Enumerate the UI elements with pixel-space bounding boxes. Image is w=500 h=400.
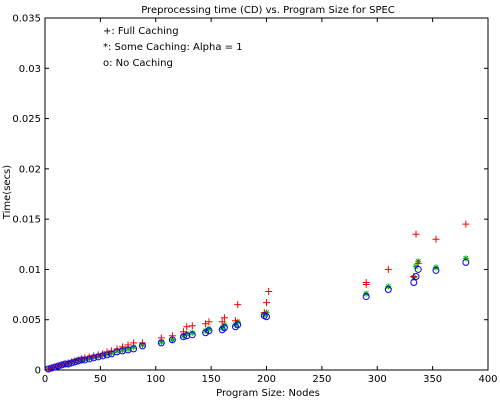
data-point-star [189,329,196,336]
data-point-star [413,263,420,270]
data-point-star [205,325,212,332]
x-tick-label: 400 [478,374,497,385]
data-point-star [183,330,190,337]
x-tick-label: 150 [202,374,221,385]
legend-entry: *: Some Caching: Alpha = 1 [103,42,243,53]
data-point-star [125,345,132,352]
data-point-plus [362,279,370,287]
data-point-circle [81,356,89,364]
legend-entry: +: Full Caching [103,26,179,37]
data-point-circle [188,331,196,339]
data-point-circle [138,342,146,350]
data-point-plus [205,318,213,326]
data-point-plus [130,339,138,347]
legend: +: Full Caching *: Some Caching: Alpha = … [103,26,243,69]
x-tick-label: 100 [146,374,165,385]
data-point-circle [234,321,242,329]
data-point-circle [205,327,213,335]
data-points [44,220,470,373]
data-point-circle [412,272,420,280]
data-point-circle [179,333,187,341]
data-point-circle [74,357,82,365]
data-point-circle [432,266,440,274]
data-point-plus [414,259,422,267]
data-point-circle [384,286,392,294]
x-tick-label: 250 [312,374,331,385]
y-tick-label: 0.01 [19,265,41,276]
data-point-star [158,338,165,345]
data-point-plus [234,301,242,309]
data-point-circle [130,345,138,353]
data-point-circle [94,353,102,361]
data-point-star [169,336,176,343]
data-point-plus [220,314,228,322]
x-tick-label: 350 [423,374,442,385]
data-point-circle [58,361,66,369]
data-point-circle [64,360,72,368]
data-point-star [232,321,239,328]
y-tick-label: 0.025 [12,114,41,125]
data-point-star [130,343,137,350]
y-tick-label: 0.035 [12,14,41,25]
data-point-plus [265,288,273,296]
data-point-circle [414,265,422,273]
x-tick-label: 0 [42,374,48,385]
data-point-circle [90,354,98,362]
data-point-circle [218,326,226,334]
data-point-star [219,324,226,331]
data-point-circle [410,279,418,287]
data-point-circle [54,362,62,370]
y-axis-label: Time(secs) [2,165,13,220]
data-point-circle [231,323,239,331]
data-point-circle [362,293,370,301]
data-point-circle [85,355,93,363]
data-point-plus [168,332,176,340]
data-point-plus [183,323,191,331]
x-tick-label: 300 [368,374,387,385]
data-point-circle [44,365,52,373]
y-tick-label: 0.005 [12,315,41,326]
data-point-circle [462,258,470,266]
data-point-circle [99,352,107,360]
data-point-circle [51,363,59,371]
x-tick-label: 50 [94,374,107,385]
data-point-plus [263,299,270,307]
data-point-plus [432,235,440,243]
data-point-plus [462,220,470,228]
series-circle [44,258,470,373]
data-point-circle [61,360,69,368]
data-point-plus [188,322,196,330]
y-tick-label: 0 [35,366,41,377]
data-point-plus [412,230,420,238]
data-point-circle [220,324,228,332]
data-point-plus [384,265,392,273]
data-point-circle [78,356,86,364]
data-point-circle [263,313,270,321]
data-point-star [462,255,469,262]
data-point-circle [48,364,56,372]
data-point-plus [218,318,226,326]
data-point-plus [119,343,127,351]
chart-title: Preprocessing time (CD) vs. Program Size… [141,5,395,16]
data-point-circle [68,359,76,367]
y-tick-label: 0.02 [19,164,41,175]
legend-entry: o: No Caching [103,58,173,69]
x-axis-label: Program Size: Nodes [216,388,320,399]
y-tick-label: 0.03 [19,64,41,75]
data-point-circle [71,358,79,366]
x-tick-label: 200 [257,374,276,385]
data-point-circle [168,336,176,344]
y-tick-label: 0.015 [12,215,41,226]
data-point-circle [103,351,111,359]
data-point-circle [157,339,165,347]
